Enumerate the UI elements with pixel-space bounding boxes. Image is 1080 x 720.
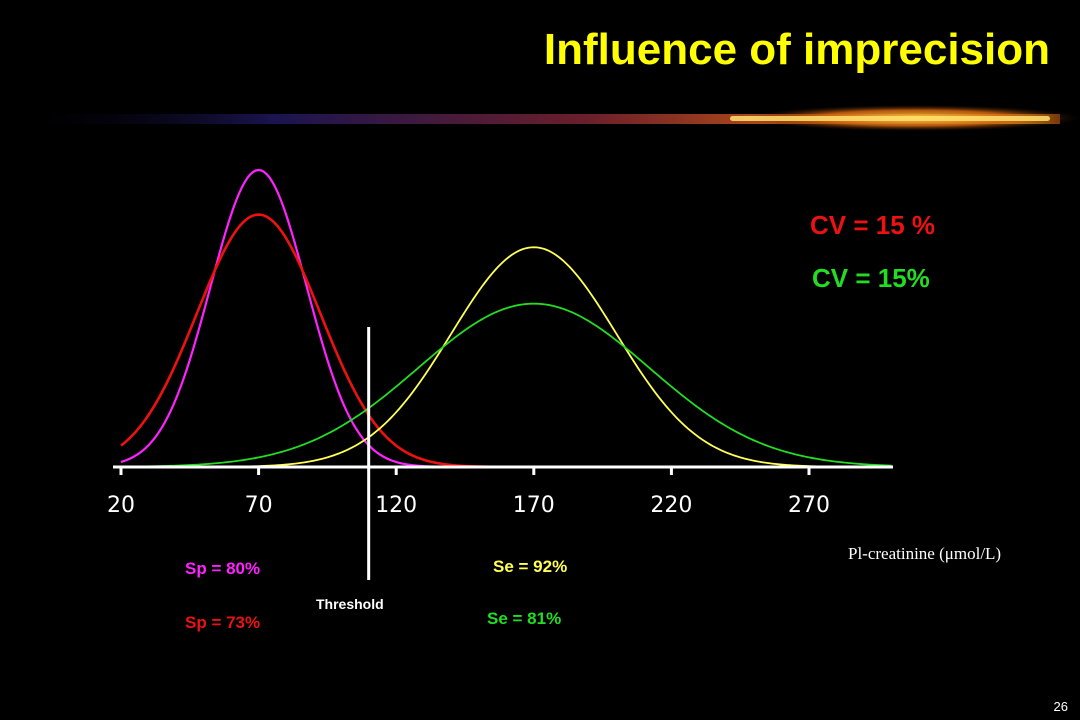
slide-title: Influence of imprecision [543, 25, 1050, 74]
x-tick-label: 70 [245, 493, 273, 518]
cv-green-label: CV = 15% [812, 263, 930, 293]
x-axis-label: Pl-creatinine (μmol/L) [848, 544, 1002, 563]
series-layer [120, 168, 892, 469]
sp-red-label: Sp = 73% [185, 613, 261, 632]
se-yellow-label: Se = 92% [493, 557, 568, 576]
series-line-3 [121, 246, 892, 468]
title-underline-bar [10, 105, 1080, 131]
sp-magenta-label: Sp = 80% [185, 559, 261, 578]
page-number: 26 [1053, 699, 1068, 714]
x-tick-label: 120 [375, 493, 417, 518]
series-line-2 [120, 213, 892, 469]
series-line-1 [120, 168, 892, 469]
x-tick-label: 170 [513, 493, 555, 518]
x-tick-label: 220 [650, 493, 692, 518]
series-line-4 [120, 302, 892, 468]
x-tick-label: 270 [788, 493, 830, 518]
x-axis: 20 70 120 170 220 270 [107, 465, 893, 518]
cv-red-label: CV = 15 % [810, 210, 936, 240]
se-green-label: Se = 81% [487, 609, 562, 628]
x-tick-label: 20 [107, 493, 135, 518]
threshold-label: Threshold [316, 596, 384, 612]
